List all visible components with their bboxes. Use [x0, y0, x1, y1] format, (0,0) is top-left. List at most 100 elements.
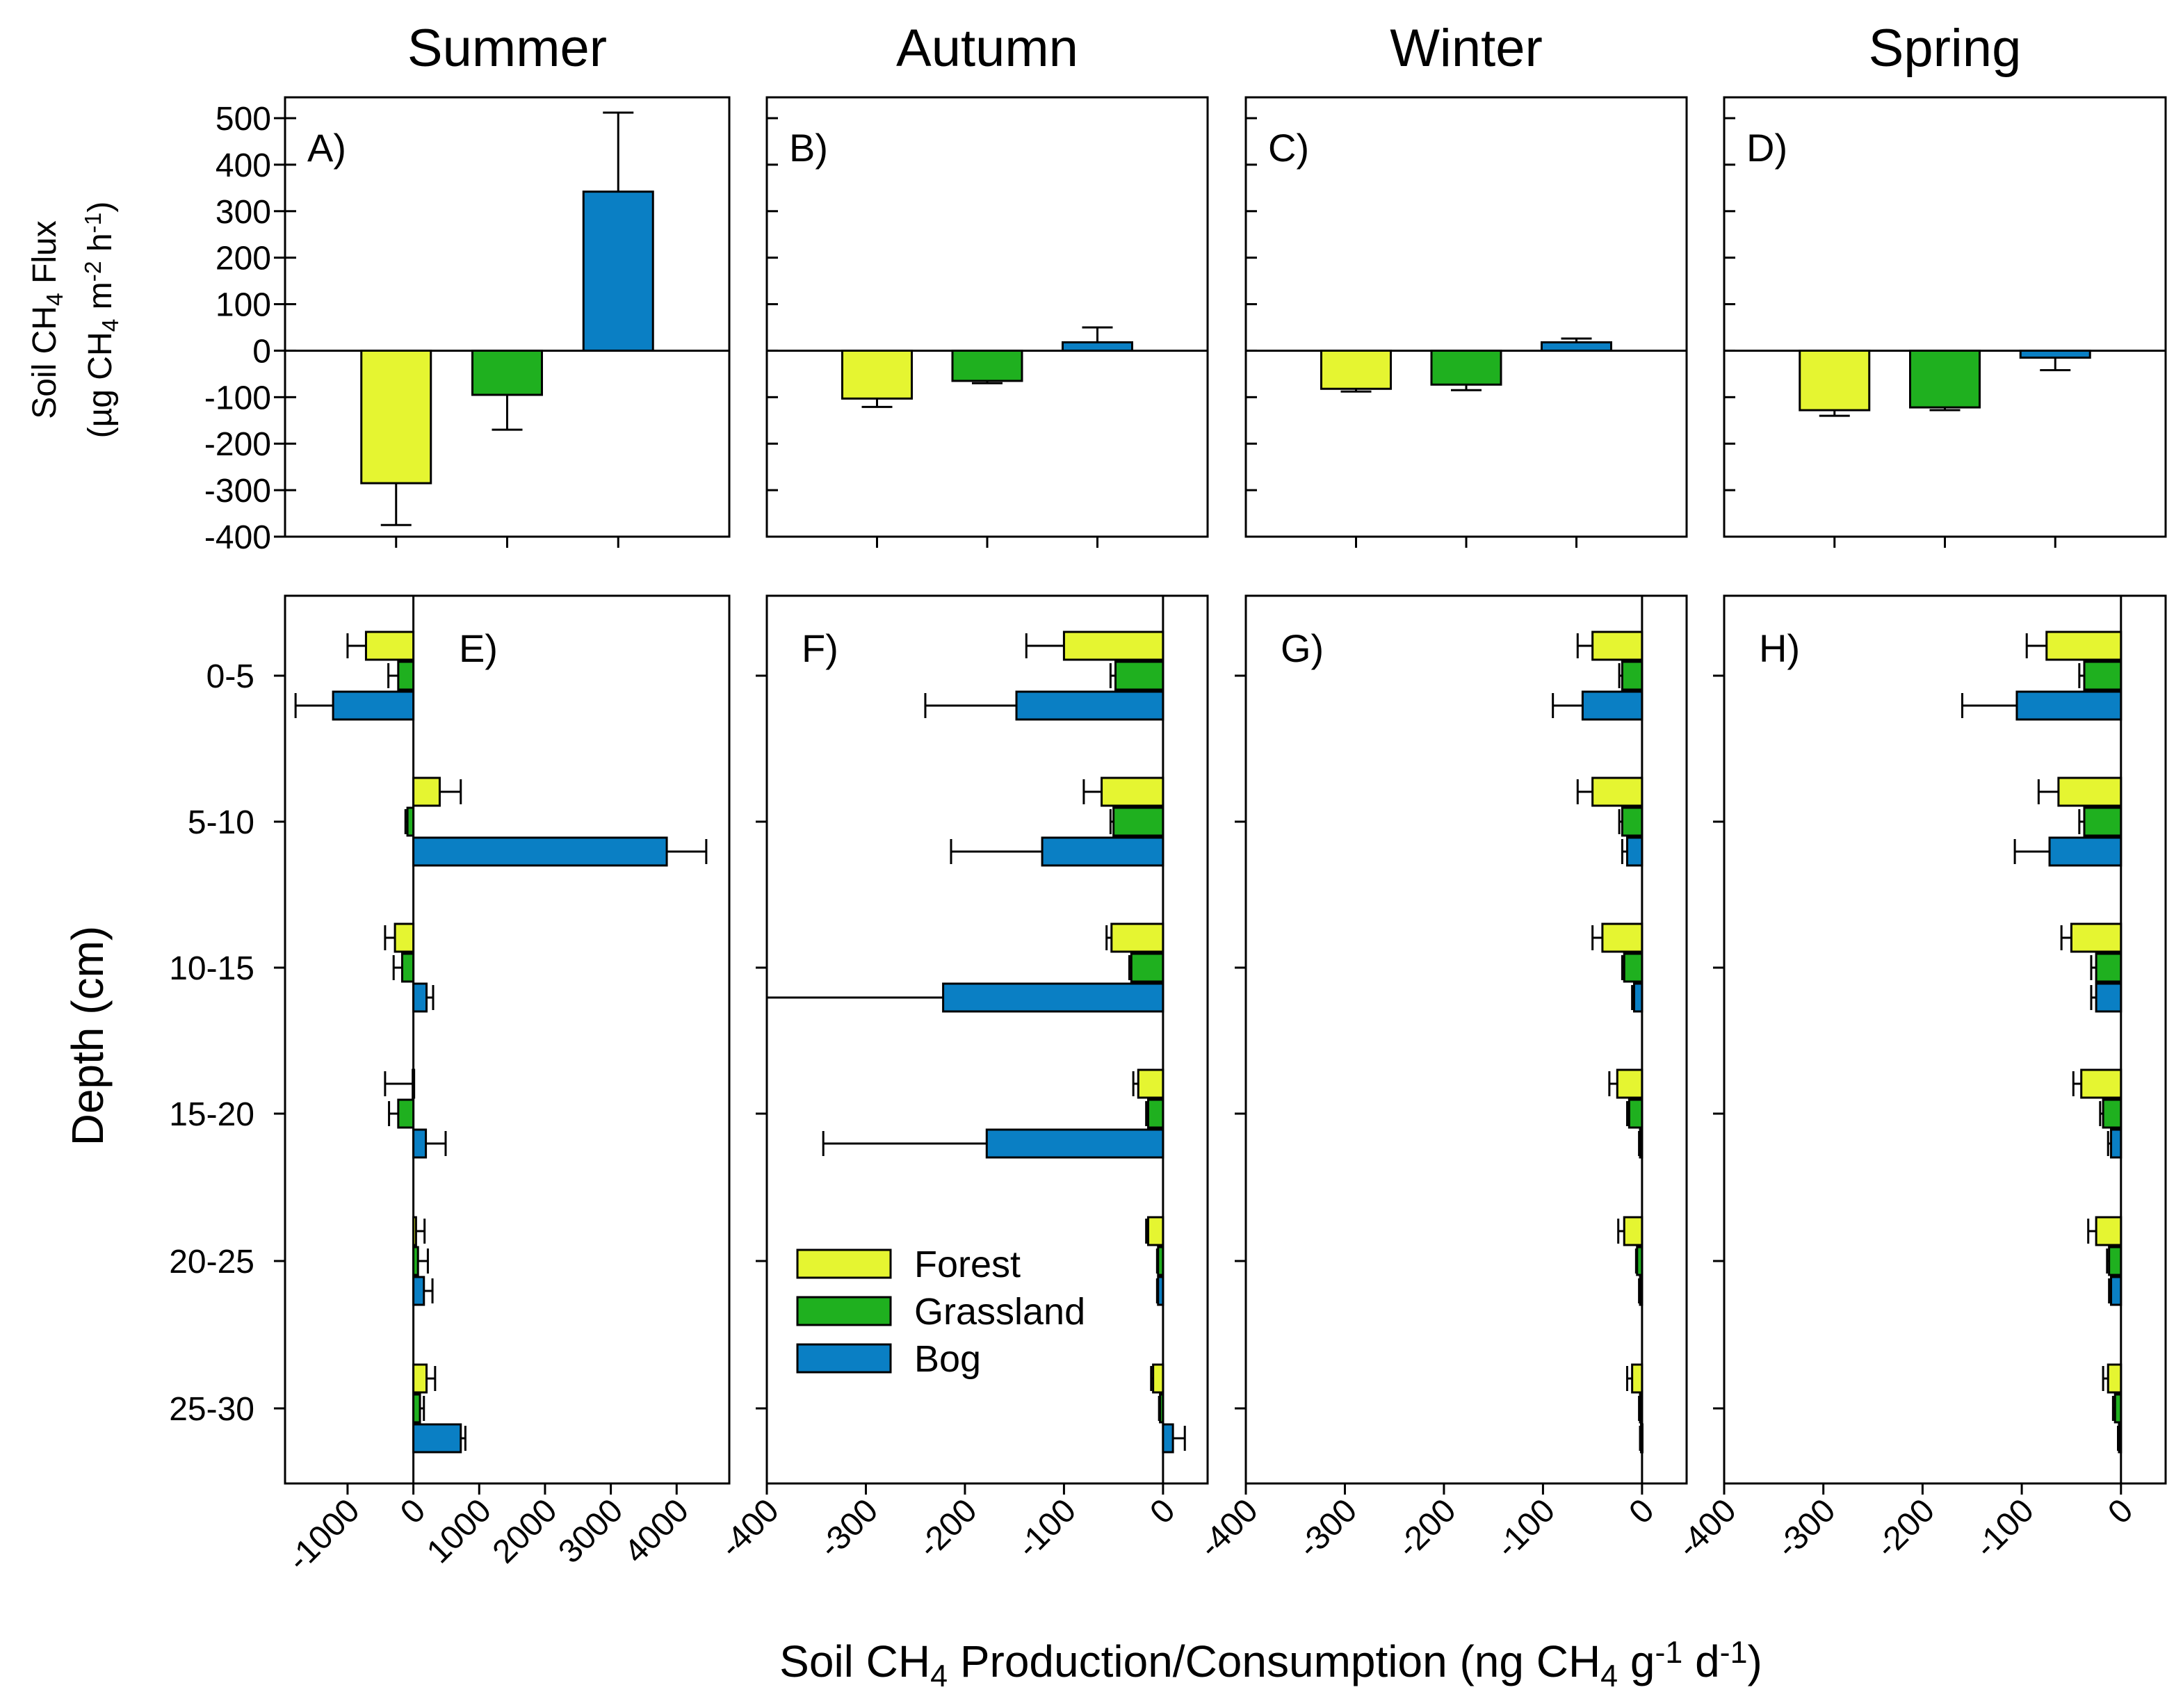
bar-grassland: [412, 1246, 419, 1276]
panel-letter: H): [1759, 626, 1800, 670]
x-tick-label: 1000: [420, 1492, 498, 1570]
bar-forest: [1152, 1363, 1164, 1394]
x-tick-label: 0: [2101, 1492, 2140, 1531]
production-x-axis-title: Soil CH4 Production/Consumption (ng CH4 …: [779, 1635, 1762, 1693]
panel-frame: [1723, 594, 2167, 1485]
bar-forest: [393, 922, 415, 953]
depth-label: 10-15: [169, 950, 254, 987]
bar-bog: [1541, 341, 1612, 352]
bar-grassland: [1909, 349, 1981, 409]
flux-panel-summer: Summer A): [284, 19, 731, 548]
bar-forest: [1591, 631, 1644, 661]
production-panel-f: -400 -300 -200 -100 0 F): [713, 594, 1209, 1565]
bar-bog: [332, 690, 415, 721]
bar-bog: [412, 982, 428, 1013]
bar-bog: [2110, 1276, 2123, 1306]
flux-y-axis-title-line2-part: (µg CH: [82, 332, 119, 438]
bar-grassland: [406, 806, 415, 837]
bar-grassland: [401, 952, 415, 983]
x-tick-label: -200: [1390, 1492, 1463, 1565]
panel-letter: D): [1746, 126, 1787, 170]
flux-y-axis-title-line2-part: m: [82, 282, 119, 318]
bar-grassland: [471, 349, 543, 396]
x-tick-label: -1000: [280, 1492, 366, 1578]
panel-letter: F): [802, 626, 838, 670]
bar-grassland: [951, 349, 1023, 382]
legend-label-forest: Forest: [914, 1244, 1021, 1285]
bar-grassland: [1628, 1098, 1644, 1129]
bar-bog: [412, 836, 668, 867]
panel-frame: [284, 96, 731, 538]
flux-y-axis-title-line1-part: Flux: [26, 220, 63, 293]
panel-frame: [1723, 96, 2167, 538]
bar-forest: [412, 1068, 416, 1099]
bar-bog: [1639, 1423, 1644, 1454]
legend-label-grassland: Grassland: [914, 1291, 1085, 1333]
bar-bog: [1626, 836, 1644, 867]
legend: Forest Grassland Bog: [796, 1244, 1085, 1380]
bar-bog: [582, 190, 654, 352]
bar-grassland: [1114, 660, 1164, 691]
bar-grassland: [412, 1393, 421, 1424]
panel-frame: [284, 594, 731, 1485]
panel-letter: E): [459, 626, 498, 670]
season-title: Spring: [1869, 19, 2022, 78]
bar-grassland: [1157, 1246, 1164, 1276]
bar-bog: [2019, 349, 2091, 359]
legend-label-bog: Bog: [914, 1338, 981, 1380]
x-tick-label: -300: [812, 1492, 885, 1565]
bar-forest: [2095, 1216, 2123, 1246]
flux-y-axis-title-line1: Soil CH4 Flux: [26, 220, 68, 418]
flux-y-tick-label: -400: [204, 519, 271, 556]
flux-panel-winter: Winter C): [1244, 19, 1688, 548]
x-tick-label: -100: [1489, 1492, 1562, 1565]
bar-bog: [1639, 1128, 1644, 1159]
panel-letter: C): [1268, 126, 1309, 170]
flux-y-tick-label: 0: [252, 333, 271, 370]
bar-forest: [1110, 922, 1164, 953]
x-tick-label: -100: [1967, 1492, 2040, 1565]
bar-forest: [2070, 922, 2123, 953]
bar-forest: [1799, 349, 1871, 412]
flux-panel-spring: Spring D): [1723, 19, 2167, 548]
flux-y-tick-label: -100: [204, 380, 271, 416]
flux-y-tick-label: 200: [216, 241, 271, 277]
bar-grassland: [1147, 1098, 1164, 1129]
bar-bog: [2110, 1128, 2123, 1159]
panel-frame: [1244, 96, 1688, 538]
flux-y-axis-title-line2-part: 4: [98, 319, 124, 332]
bar-bog: [1162, 1423, 1174, 1454]
bar-forest: [2057, 776, 2123, 807]
production-x-axis-title-part: g: [1618, 1636, 1655, 1686]
x-tick-label: 4000: [617, 1492, 696, 1570]
bar-grassland: [2083, 806, 2123, 837]
production-x-axis-title-part: -1: [1720, 1635, 1748, 1670]
bar-grassland: [1623, 952, 1644, 983]
flux-panel-autumn: Autumn B): [765, 19, 1209, 548]
bar-grassland: [397, 660, 415, 691]
bar-forest: [841, 349, 913, 400]
bar-bog: [412, 1276, 425, 1306]
bar-forest: [1631, 1363, 1644, 1394]
season-title: Autumn: [896, 19, 1078, 78]
bar-bog: [412, 1128, 428, 1159]
bar-forest: [2107, 1363, 2123, 1394]
bar-bog: [2048, 836, 2123, 867]
depth-axis-title: Depth (cm): [63, 926, 113, 1146]
bar-bog: [1639, 1276, 1644, 1306]
x-tick-label: 3000: [551, 1492, 630, 1570]
bar-forest: [360, 349, 432, 485]
depth-label: 20-25: [169, 1244, 254, 1280]
x-tick-label: 0: [1622, 1492, 1661, 1531]
panel-letter: G): [1281, 626, 1324, 670]
flux-y-axis-title-line2-part: -2: [81, 261, 106, 282]
bar-bog: [1581, 690, 1644, 721]
bar-grassland: [1159, 1393, 1164, 1424]
production-x-axis-title-part: Soil CH: [779, 1636, 930, 1686]
legend-swatch-forest: [796, 1249, 892, 1279]
flux-y-tick-label: -200: [204, 426, 271, 463]
season-title: Summer: [407, 19, 607, 78]
production-panel-h: -400 -300 -200 -100 0 H): [1670, 594, 2167, 1565]
bar-grassland: [1636, 1246, 1644, 1276]
